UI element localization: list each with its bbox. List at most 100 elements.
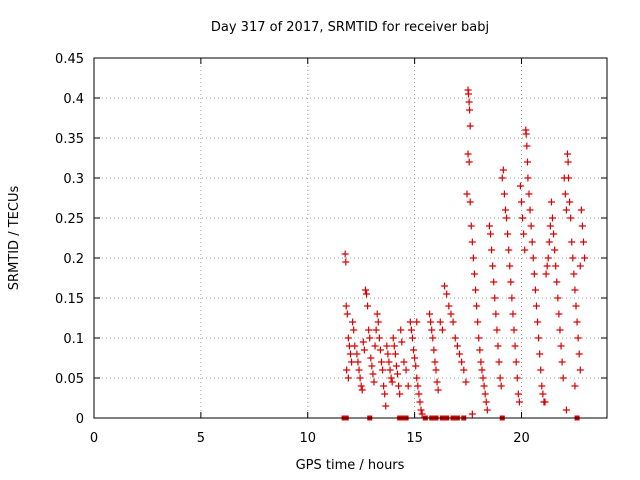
data-point xyxy=(451,334,459,342)
data-point xyxy=(353,350,361,358)
data-point xyxy=(530,270,538,278)
data-point xyxy=(474,318,482,326)
data-point xyxy=(495,358,503,366)
data-point xyxy=(516,182,524,190)
data-point xyxy=(402,366,410,374)
data-point xyxy=(342,302,350,310)
data-point xyxy=(531,286,539,294)
data-point xyxy=(510,326,518,334)
data-point xyxy=(426,310,434,318)
data-point xyxy=(572,302,580,310)
data-point xyxy=(566,198,574,206)
data-point xyxy=(381,390,389,398)
data-point xyxy=(514,390,522,398)
data-point xyxy=(521,246,529,254)
x-tick-label: 15 xyxy=(406,431,423,446)
data-point xyxy=(348,358,356,366)
data-point xyxy=(550,230,558,238)
y-tick-label: 0.35 xyxy=(55,132,84,147)
y-tick-label: 0.15 xyxy=(55,292,84,307)
data-point xyxy=(384,350,392,358)
data-point xyxy=(392,362,400,370)
data-point xyxy=(504,230,512,238)
data-point xyxy=(411,354,419,362)
data-point xyxy=(571,286,579,294)
data-point xyxy=(351,342,359,350)
data-point xyxy=(556,326,564,334)
data-point xyxy=(520,230,528,238)
data-point xyxy=(503,214,511,222)
data-point xyxy=(568,238,576,246)
data-point xyxy=(570,270,578,278)
x-tick-label: 20 xyxy=(513,431,530,446)
data-point xyxy=(463,190,471,198)
data-point xyxy=(472,286,480,294)
data-point xyxy=(434,386,442,394)
data-point xyxy=(370,378,378,386)
data-point xyxy=(485,222,493,230)
data-point xyxy=(480,382,488,390)
data-point xyxy=(404,382,412,390)
data-point xyxy=(475,334,483,342)
data-point xyxy=(509,310,517,318)
data-point xyxy=(575,350,583,358)
data-point xyxy=(400,358,408,366)
data-point xyxy=(430,346,438,354)
y-tick-label: 0.25 xyxy=(55,212,84,227)
data-point xyxy=(497,382,505,390)
data-point xyxy=(573,318,581,326)
data-point xyxy=(534,318,542,326)
data-point xyxy=(415,390,423,398)
x-axis-label: GPS time / hours xyxy=(296,458,405,473)
data-point xyxy=(473,302,481,310)
data-point xyxy=(511,342,519,350)
data-point xyxy=(488,246,496,254)
data-point xyxy=(388,378,396,386)
data-point xyxy=(427,318,435,326)
data-point xyxy=(546,222,554,230)
data-point xyxy=(576,262,584,270)
data-point xyxy=(490,278,498,286)
data-point xyxy=(469,254,477,262)
data-point xyxy=(428,326,436,334)
data-point xyxy=(524,174,532,182)
data-point xyxy=(460,366,468,374)
data-point xyxy=(507,278,515,286)
data-point xyxy=(579,238,587,246)
data-point xyxy=(513,374,521,382)
data-point xyxy=(551,246,559,254)
data-point xyxy=(491,294,499,302)
data-point xyxy=(343,366,351,374)
data-point xyxy=(344,334,352,342)
data-point xyxy=(574,334,582,342)
y-tick-label: 0.2 xyxy=(63,252,84,267)
data-point xyxy=(548,214,556,222)
data-point xyxy=(375,334,383,342)
data-point xyxy=(429,334,437,342)
data-point xyxy=(367,354,375,362)
data-point xyxy=(371,342,379,350)
data-point xyxy=(537,366,545,374)
data-point xyxy=(385,358,393,366)
data-point xyxy=(553,278,561,286)
data-point xyxy=(413,318,421,326)
data-point xyxy=(357,382,365,390)
data-point xyxy=(478,366,486,374)
data-point xyxy=(408,334,416,342)
data-point xyxy=(581,254,589,262)
data-point xyxy=(544,254,552,262)
data-point xyxy=(470,270,478,278)
y-axis-label: SRMTID / TECUs xyxy=(7,186,22,291)
y-tick-label: 0.05 xyxy=(55,372,84,387)
data-point xyxy=(418,410,426,418)
data-point xyxy=(493,326,501,334)
data-point xyxy=(377,358,385,366)
data-point xyxy=(365,326,373,334)
y-tick-label: 0.3 xyxy=(63,172,84,187)
data-point xyxy=(341,250,349,258)
data-point xyxy=(505,246,513,254)
x-tick-label: 5 xyxy=(197,431,205,446)
data-point xyxy=(447,310,455,318)
data-point xyxy=(525,190,533,198)
